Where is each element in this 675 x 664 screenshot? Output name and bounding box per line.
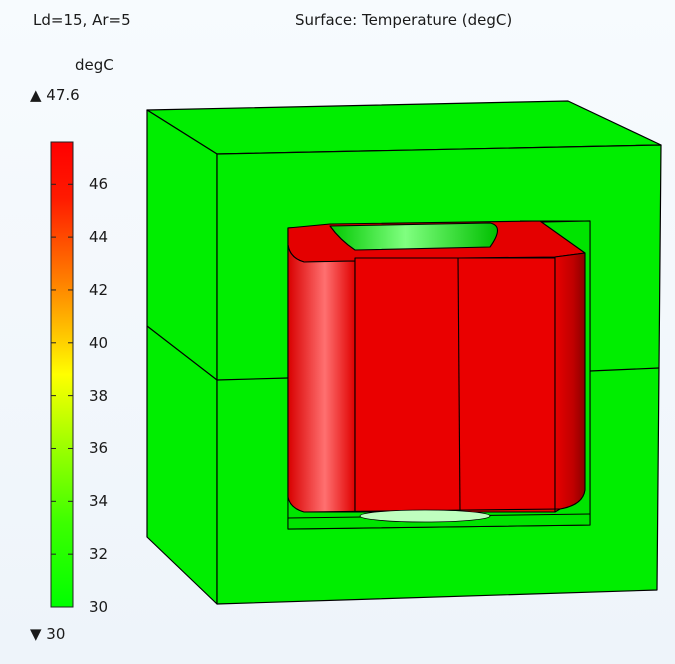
coil-front-face	[354, 257, 556, 513]
core-seam-line	[146, 325, 289, 381]
colorbar-tick-label: 30	[89, 598, 109, 616]
coil-left-side	[287, 244, 356, 513]
colorbar-gradient	[50, 141, 74, 608]
colorbar-tick-label: 32	[89, 545, 109, 564]
plot-title: Surface: Temperature (degC)	[295, 11, 513, 29]
colorbar-unit: degC	[75, 56, 114, 74]
core-seam-line-right	[589, 367, 660, 372]
coil-bottom-hole	[359, 509, 491, 523]
colorbar-tick-label: 42	[89, 280, 109, 299]
colorbar-tick-label: 38	[89, 386, 109, 405]
colorbar-tick-label: 44	[89, 228, 109, 247]
colorbar	[50, 141, 74, 608]
coil-right-side	[554, 252, 586, 513]
winding-coil	[287, 220, 586, 523]
magnetic-core	[146, 100, 662, 605]
colorbar-tick-label: 34	[89, 492, 109, 511]
colorbar-max-label: ▲ 47.6	[30, 86, 80, 104]
coil-center-hole	[329, 222, 499, 251]
colorbar-min-label: ▼ 30	[30, 625, 66, 643]
colorbar-tick-label: 46	[89, 175, 109, 194]
colorbar-tick-label: 36	[89, 439, 109, 458]
colorbar-tick-label: 40	[89, 333, 109, 352]
core-left-face	[146, 109, 218, 605]
colorbar-ticks	[51, 183, 73, 608]
parameter-label: Ld=15, Ar=5	[33, 11, 131, 29]
